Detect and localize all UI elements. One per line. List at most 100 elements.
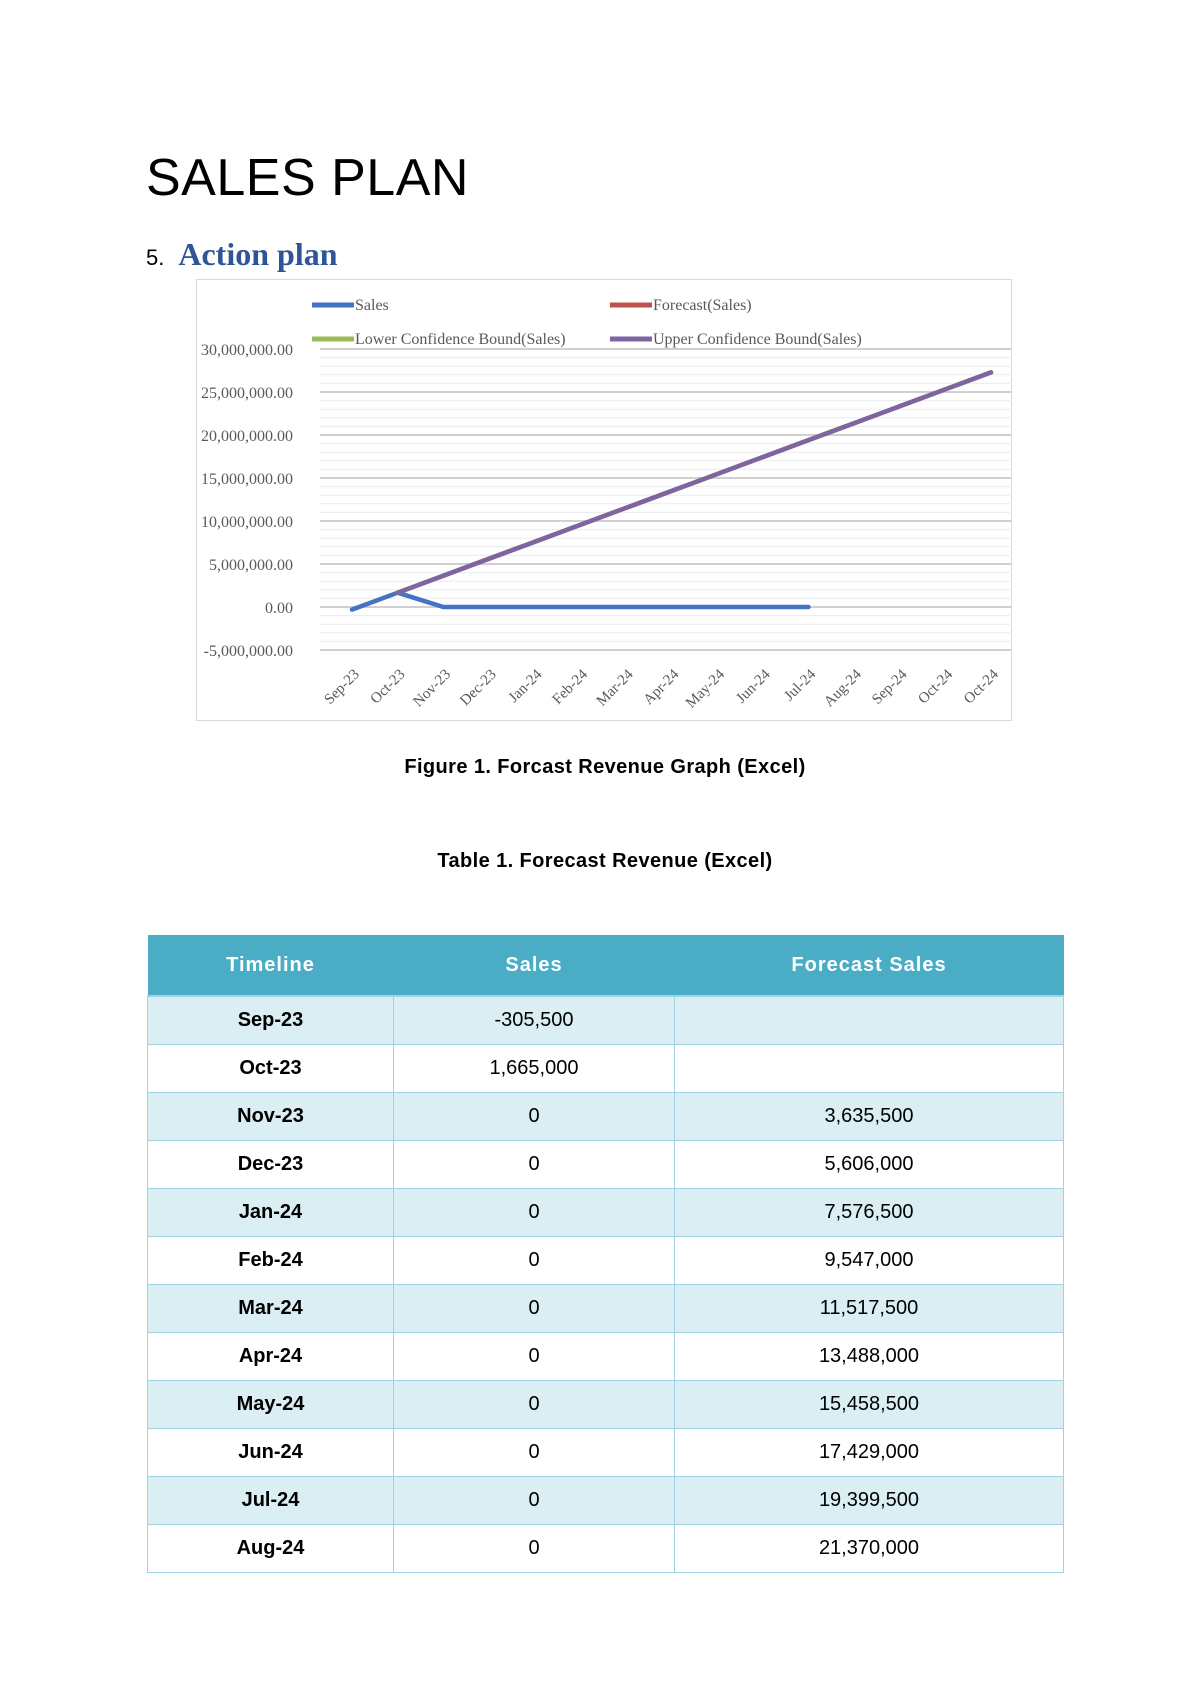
table-row: Mar-24 0 11,517,500 [147, 1284, 1064, 1333]
data-point [807, 606, 810, 608]
data-point [761, 456, 764, 459]
cell-timeline: May-24 [147, 1380, 394, 1429]
data-point [579, 523, 582, 526]
table-row: Sep-23 -305,500 [147, 995, 1064, 1045]
x-tick-label: Mar-24 [594, 666, 637, 709]
cell-forecast-sales: 15,458,500 [674, 1380, 1064, 1429]
cell-timeline: Feb-24 [147, 1236, 394, 1285]
x-tick-label: Oct-24 [915, 666, 956, 707]
table-row: Aug-24 0 21,370,000 [147, 1524, 1064, 1573]
data-point [990, 371, 992, 374]
cell-sales: 0 [393, 1476, 675, 1525]
cell-sales: 0 [393, 1092, 675, 1141]
y-tick-label: 15,000,000.00 [201, 471, 293, 488]
x-tick-label: Apr-24 [641, 666, 683, 708]
data-point [487, 606, 490, 608]
y-tick-label: -5,000,000.00 [204, 643, 293, 660]
table-caption: Table 1. Forecast Revenue (Excel) [437, 850, 773, 872]
table-row: May-24 0 15,458,500 [147, 1380, 1064, 1429]
cell-forecast-sales: 3,635,500 [674, 1092, 1064, 1141]
data-point [533, 540, 536, 543]
cell-sales: -305,500 [393, 995, 675, 1045]
cell-sales: 0 [393, 1380, 675, 1429]
cell-timeline: Jun-24 [147, 1428, 394, 1477]
table-row: Jul-24 0 19,399,500 [147, 1476, 1064, 1525]
cell-forecast-sales: 13,488,000 [674, 1332, 1064, 1381]
data-point [898, 405, 901, 408]
x-tick-label: Oct-24 [961, 666, 1002, 707]
header-timeline: Timeline [147, 935, 394, 997]
data-point [442, 606, 445, 608]
cell-forecast-sales: 17,429,000 [674, 1428, 1064, 1477]
legend-label: Upper Confidence Bound(Sales) [653, 331, 862, 348]
chart-svg: 30,000,000.00 25,000,000.00 20,000,000.00 1… [201, 297, 1012, 711]
cell-forecast-sales [674, 995, 1064, 1045]
cell-sales: 0 [393, 1140, 675, 1189]
section-title: Action plan [178, 236, 338, 272]
data-point [853, 422, 856, 425]
cell-forecast-sales: 19,399,500 [674, 1476, 1064, 1525]
x-tick-label: Jan-24 [506, 666, 546, 706]
x-tick-label: Jul-24 [781, 666, 819, 704]
y-tick-label: 5,000,000.00 [209, 557, 293, 574]
data-point [670, 606, 673, 608]
table-header-row: Timeline Sales Forecast Sales [147, 935, 1064, 997]
cell-forecast-sales: 21,370,000 [674, 1524, 1064, 1573]
x-tick-label: Oct-23 [368, 667, 409, 708]
data-point [761, 606, 764, 608]
header-sales: Sales [393, 935, 675, 997]
cell-sales: 0 [393, 1284, 675, 1333]
forecast-table: Timeline Sales Forecast Sales Sep-23 -305… [147, 935, 1064, 1573]
cell-timeline: Apr-24 [147, 1332, 394, 1381]
legend-label: Sales [355, 297, 389, 314]
cell-sales: 1,665,000 [393, 1044, 675, 1093]
cell-timeline: Oct-23 [147, 1044, 394, 1093]
cell-sales: 0 [393, 1188, 675, 1237]
table-row: Apr-24 0 13,488,000 [147, 1332, 1064, 1381]
cell-forecast-sales: 5,606,000 [674, 1140, 1064, 1189]
section-heading: 5. Action plan [146, 236, 338, 273]
figure-caption: Figure 1. Forcast Revenue Graph (Excel) [404, 756, 806, 778]
cell-sales: 0 [393, 1236, 675, 1285]
table-row: Dec-23 0 5,606,000 [147, 1140, 1064, 1189]
cell-sales: 0 [393, 1428, 675, 1477]
cell-forecast-sales [674, 1044, 1064, 1093]
series-line-upper-confidence-bound-sales [395, 370, 994, 595]
data-point [487, 557, 490, 560]
forecast-chart: 30,000,000.00 25,000,000.00 20,000,000.00 1… [196, 279, 1012, 721]
data-point [351, 608, 353, 611]
x-tick-label: Sep-24 [869, 666, 911, 708]
y-tick-label: 30,000,000.00 [201, 342, 293, 359]
x-tick-label: Aug-24 [821, 666, 865, 710]
cell-timeline: Sep-23 [147, 995, 394, 1045]
cell-timeline: Jan-24 [147, 1188, 394, 1237]
data-point [396, 591, 399, 594]
y-tick-label: 25,000,000.00 [201, 385, 293, 402]
data-point [624, 506, 627, 509]
x-tick-label: Sep-23 [321, 667, 362, 708]
data-point [807, 439, 810, 442]
data-point [624, 606, 627, 608]
section-number: 5. [146, 245, 165, 270]
x-tick-label: May-24 [683, 666, 728, 711]
x-tick-label: Dec-23 [457, 667, 500, 710]
table-row: Feb-24 0 9,547,000 [147, 1236, 1064, 1285]
data-point [442, 574, 445, 577]
table-row: Jun-24 0 17,429,000 [147, 1428, 1064, 1477]
data-point [716, 473, 719, 476]
cell-forecast-sales: 9,547,000 [674, 1236, 1064, 1285]
x-tick-label: Jun-24 [733, 666, 774, 707]
cell-forecast-sales: 11,517,500 [674, 1284, 1064, 1333]
cell-timeline: Nov-23 [147, 1092, 394, 1141]
data-point [944, 388, 947, 391]
table-row: Nov-23 0 3,635,500 [147, 1092, 1064, 1141]
data-point [716, 606, 719, 608]
cell-sales: 0 [393, 1332, 675, 1381]
table-row: Jan-24 0 7,576,500 [147, 1188, 1064, 1237]
y-tick-label: 0.00 [265, 600, 293, 617]
header-forecast-sales: Forecast Sales [674, 935, 1064, 997]
cell-sales: 0 [393, 1524, 675, 1573]
x-tick-label: Feb-24 [550, 666, 592, 708]
data-point [670, 490, 673, 493]
y-tick-label: 10,000,000.00 [201, 514, 293, 531]
